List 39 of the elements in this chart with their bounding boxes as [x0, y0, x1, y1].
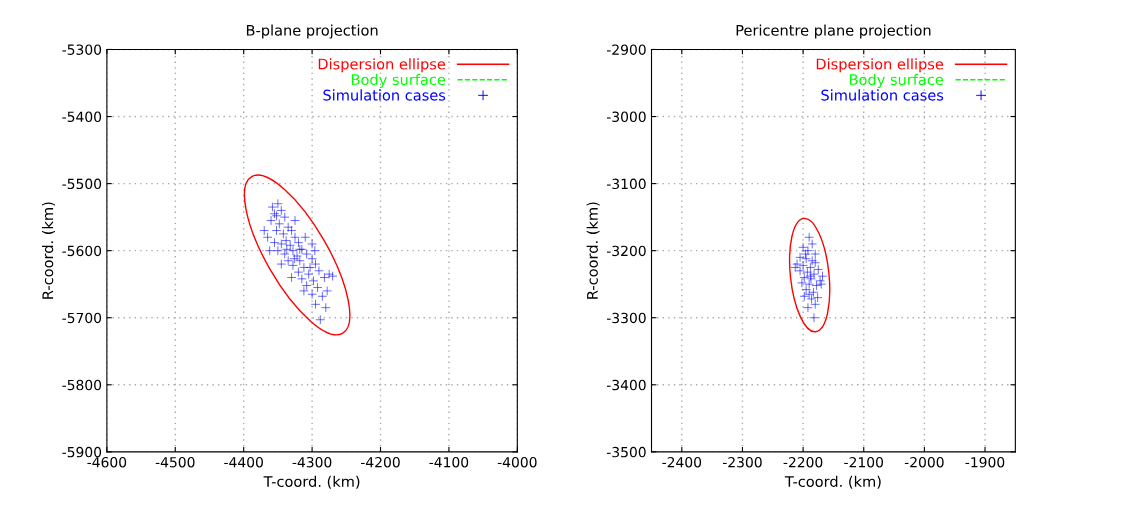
y-tick-label: -3300	[606, 312, 646, 324]
x-tick-label: -1900	[965, 456, 1005, 468]
y-tick-label: -5400	[62, 111, 102, 123]
legend-label: Simulation cases	[821, 89, 944, 101]
x-tick-label: -4600	[87, 456, 127, 468]
y-tick-label: -3000	[606, 111, 646, 123]
legend-label: Body surface	[351, 73, 446, 88]
x-tick-label: -2300	[722, 456, 762, 468]
y-tick-label: -5600	[62, 245, 102, 257]
chart-title: B-plane projection	[246, 24, 378, 39]
x-tick-label: -4500	[155, 456, 195, 468]
legend-label: Dispersion ellipse	[318, 58, 446, 73]
x-tick-label: -4200	[361, 456, 400, 468]
y-axis-title: R-coord. (km)	[41, 202, 55, 299]
x-tick-label: -2200	[783, 456, 823, 468]
x-tick-label: -2400	[662, 456, 702, 468]
x-axis-title: T-coord. (km)	[263, 475, 360, 489]
y-axis-title: R-coord. (km)	[586, 202, 600, 299]
y-tick-label: -5800	[62, 379, 102, 391]
x-tick-label: -2100	[844, 456, 883, 468]
legend-label: Simulation cases	[323, 89, 446, 101]
y-tick-label: -5300	[62, 44, 102, 55]
legend-label: Dispersion ellipse	[816, 58, 944, 73]
x-axis-title: T-coord. (km)	[784, 475, 881, 489]
y-tick-label: -3400	[606, 379, 646, 391]
y-tick-label: -3200	[606, 245, 646, 257]
y-tick-label: -5700	[62, 312, 102, 324]
legend-label: Body surface	[849, 73, 944, 88]
x-tick-label: -4300	[292, 456, 332, 468]
y-tick-label: -5500	[62, 178, 102, 190]
x-tick-label: -2000	[904, 456, 944, 468]
x-tick-label: -4000	[497, 456, 537, 468]
y-tick-label: -3500	[606, 446, 646, 458]
y-tick-label: -5900	[62, 446, 102, 458]
x-tick-label: -4400	[224, 456, 263, 468]
y-tick-label: -2900	[606, 44, 646, 55]
y-tick-label: -3100	[606, 178, 646, 190]
chart-title: Pericentre plane projection	[736, 24, 931, 39]
x-tick-label: -4100	[429, 456, 469, 468]
